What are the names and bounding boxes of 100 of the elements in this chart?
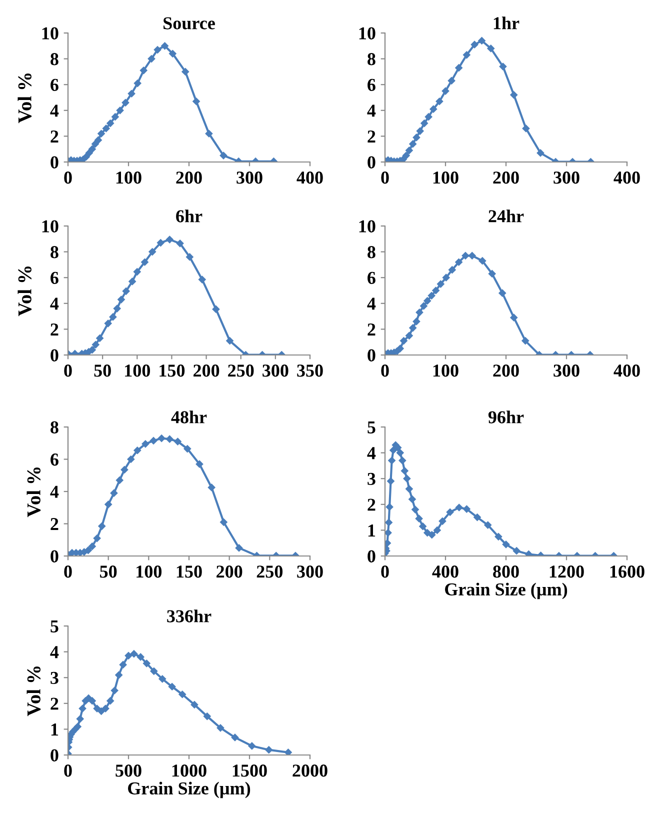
point [119,661,127,668]
y-tick-label: 10 [42,220,58,232]
point [478,257,486,264]
y-tick-label: 0 [368,550,376,562]
x-tick-label: 0 [64,172,72,184]
point [385,529,392,536]
point [400,337,408,344]
point [396,344,404,352]
y-tick-label: 2 [368,498,376,511]
point [74,722,82,730]
y-tick-label: 6 [50,454,58,466]
point [412,318,420,326]
point [176,240,184,248]
point [463,51,470,59]
point [424,113,432,120]
point [406,485,413,493]
point [468,252,476,260]
point [82,153,90,160]
point [116,476,124,484]
point [106,697,114,704]
point [416,127,424,135]
point [226,337,234,344]
x-axis-title: Grain Size (µm) [128,782,250,798]
point [122,288,130,295]
point [174,438,182,446]
point [88,697,96,704]
point [385,539,391,547]
point [88,346,96,354]
point [478,37,486,44]
point [124,652,132,660]
point [409,324,416,332]
point [94,136,102,144]
y-axis-title: Vol % [26,467,41,518]
point [402,152,410,160]
point [104,500,112,508]
point [134,446,142,454]
y-tick-label: 6 [50,78,58,92]
point [430,105,438,113]
point [474,514,481,521]
y-tick-label: 4 [367,447,376,460]
y-tick-label: 6 [368,78,376,92]
point [220,518,228,526]
point [212,306,220,313]
y-tick-label: 5 [50,620,58,632]
point [109,313,117,321]
point [154,46,162,54]
point [406,146,413,154]
point [408,496,416,503]
point [462,252,470,260]
y-tick-label: 2 [368,324,376,336]
point [432,286,440,294]
point [102,704,110,712]
point [148,248,156,256]
point [442,274,450,282]
point [428,292,436,300]
point [525,550,532,556]
x-tick-label: 2000 [292,764,328,777]
y-tick-label: 4 [50,104,59,117]
point [424,297,431,304]
point [412,506,419,514]
point [204,712,211,720]
point [470,40,478,48]
chart-title: 1hr [494,16,520,30]
x-tick-label: 150 [176,566,202,578]
point [158,434,166,442]
point [148,55,156,62]
point [406,332,413,340]
point [182,68,190,76]
y-axis-title: Vol % [26,666,41,716]
point [446,508,454,516]
y-tick-label: 5 [368,421,376,434]
point [141,258,148,266]
x-tick-label: 0 [381,566,389,578]
x-tick-label: 300 [554,364,580,377]
x-tick-label: 0 [381,172,389,184]
point [128,278,136,286]
x-tick-label: 300 [262,364,288,377]
y-tick-label: 2 [50,518,58,530]
point [142,440,150,448]
y-tick-label: 8 [50,246,58,258]
point [448,266,456,274]
point [196,460,204,468]
x-tick-label: 300 [554,172,580,184]
x-tick-label: 200 [493,364,519,377]
point [106,120,114,127]
point [166,236,174,244]
point [536,149,544,157]
point [401,467,408,474]
point [136,653,144,661]
point [502,540,510,548]
point [88,145,96,153]
point [128,90,136,98]
point [484,521,492,529]
point [522,124,530,132]
point [186,253,194,261]
x-axis-title: Grain Size (µm) [445,582,568,600]
point [192,98,200,106]
x-tick-label: 100 [433,364,458,377]
point [448,77,456,84]
x-tick-label: 300 [297,566,323,578]
